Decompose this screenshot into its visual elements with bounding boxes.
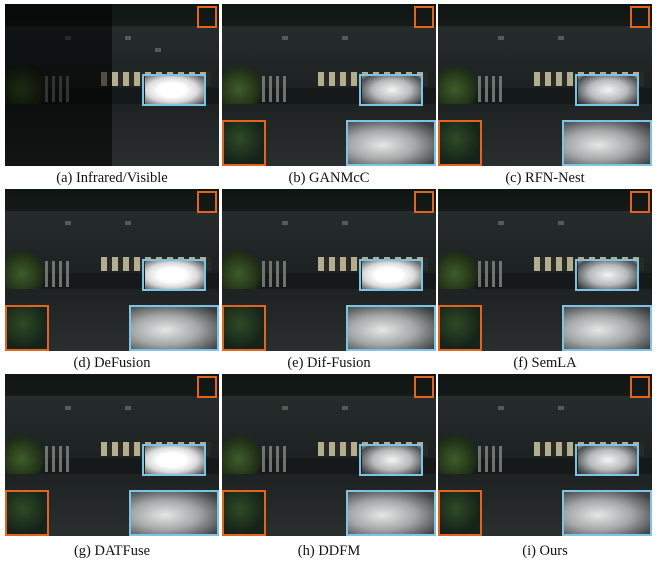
zoom-inset-blue [346,490,436,536]
panel-caption: (b) GANMcC [288,170,370,186]
panel-image [5,189,219,351]
zoom-inset-orange [222,490,266,536]
panel-ganmcc: (b) GANMcC [222,4,436,189]
zoom-box-blue [575,259,639,291]
panel-ddfm: (h) DDFM [222,374,436,564]
panel-caption: (h) DDFM [297,543,361,559]
panel-ours: (i) Ours [438,374,652,564]
zoom-inset-blue [562,490,652,536]
zoom-inset-orange [5,490,49,536]
panel-image [222,189,436,351]
zoom-inset-orange [222,120,266,166]
panel-caption: (d) DeFusion [73,355,151,371]
zoom-box-blue [142,74,206,106]
zoom-inset-blue [129,305,219,351]
zoom-box-blue [575,444,639,476]
panel-datfuse: (g) DATFuse [5,374,219,564]
zoom-box-orange [197,191,217,213]
zoom-box-orange [630,6,650,28]
panel-caption: (g) DATFuse [73,543,151,559]
zoom-inset-blue [562,120,652,166]
zoom-box-orange [630,376,650,398]
zoom-inset-blue [129,490,219,536]
panel-image [5,374,219,536]
panel-defusion: (d) DeFusion [5,189,219,374]
zoom-box-blue [359,259,423,291]
zoom-box-blue [142,259,206,291]
panel-semla: (f) SemLA [438,189,652,374]
zoom-inset-orange [5,305,49,351]
panel-dif-fusion: (e) Dif-Fusion [222,189,436,374]
zoom-box-orange [414,6,434,28]
panel-caption: (c) RFN-Nest [505,170,585,186]
panel-image [438,189,652,351]
panel-image [222,4,436,166]
zoom-inset-orange [222,305,266,351]
panel-caption: (a) Infrared/Visible [56,170,168,186]
zoom-inset-blue [562,305,652,351]
zoom-box-orange [414,376,434,398]
infrared-half [5,4,112,166]
panel-image [5,4,219,166]
zoom-box-blue [359,74,423,106]
panel-image [438,374,652,536]
zoom-inset-blue [346,120,436,166]
zoom-box-orange [414,191,434,213]
zoom-inset-orange [438,120,482,166]
zoom-inset-orange [438,305,482,351]
zoom-box-blue [359,444,423,476]
zoom-box-orange [630,191,650,213]
panel-image [438,4,652,166]
zoom-box-blue [575,74,639,106]
zoom-box-orange [197,6,217,28]
panel-rfn-nest: (c) RFN-Nest [438,4,652,189]
panel-image [222,374,436,536]
zoom-box-blue [142,444,206,476]
zoom-inset-blue [346,305,436,351]
zoom-box-orange [197,376,217,398]
panel-infrared-visible: (a) Infrared/Visible [5,4,219,189]
panel-caption: (f) SemLA [513,355,577,371]
panel-caption: (i) Ours [522,543,568,559]
panel-caption: (e) Dif-Fusion [287,355,371,371]
zoom-inset-orange [438,490,482,536]
